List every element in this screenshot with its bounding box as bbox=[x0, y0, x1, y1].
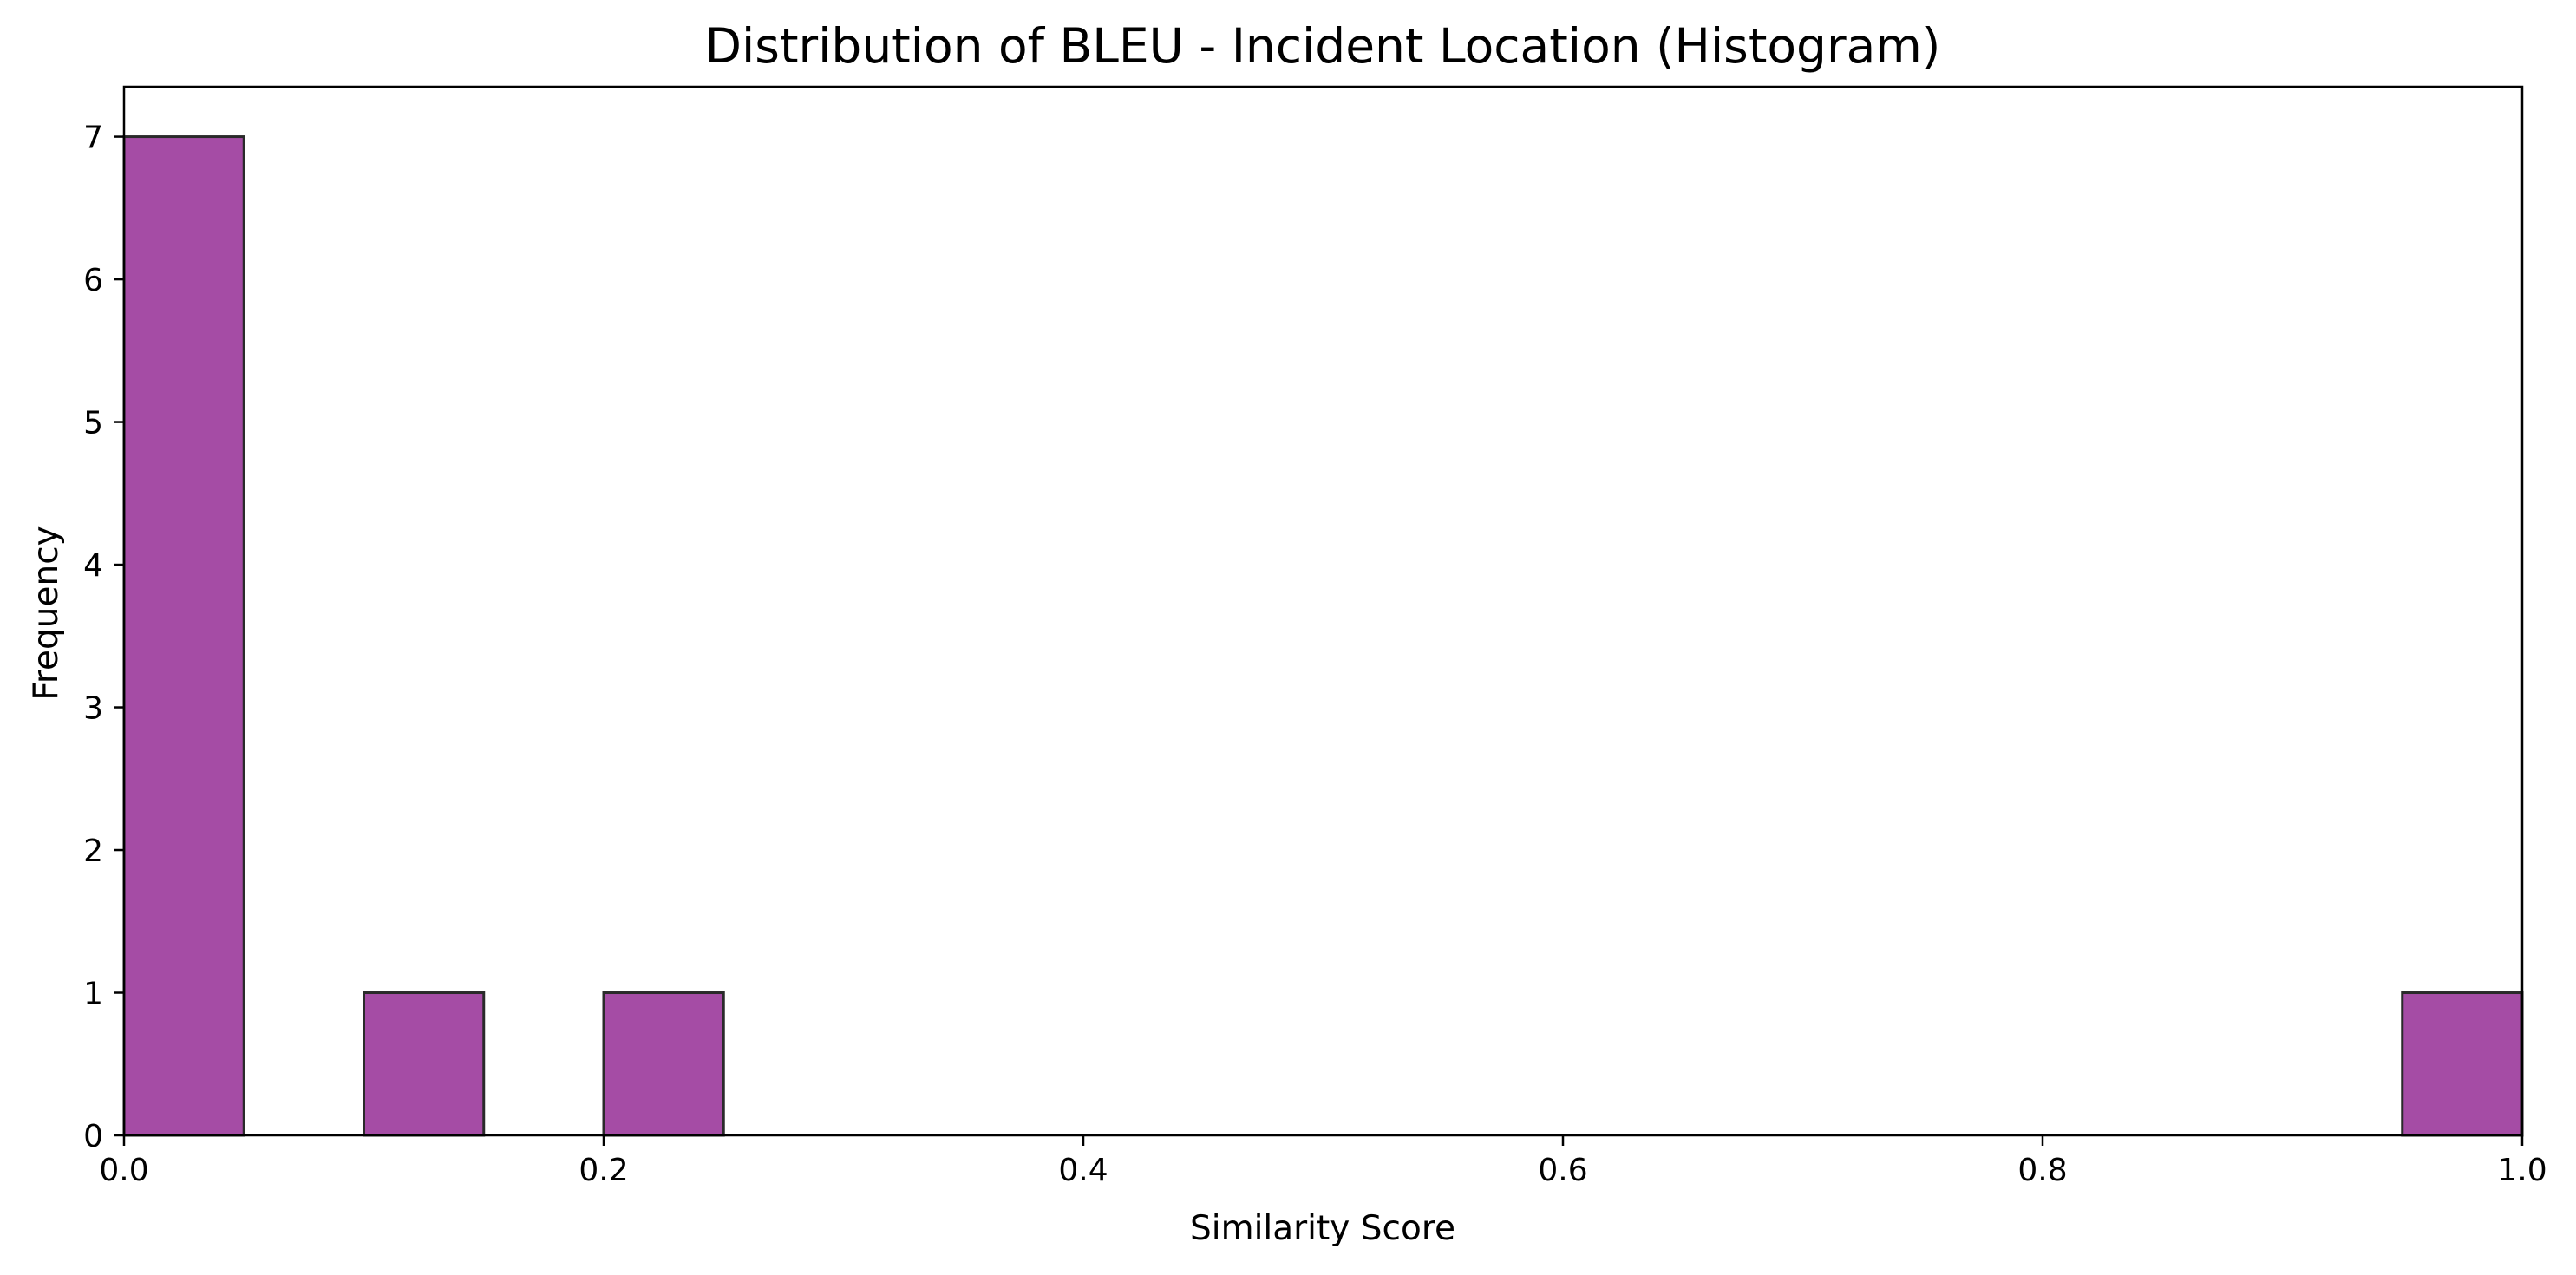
x-tick-label-4: 0.8 bbox=[2017, 1153, 2067, 1188]
y-tick-label-6: 6 bbox=[83, 263, 103, 298]
y-tick-label-2: 2 bbox=[83, 834, 103, 869]
y-tick-label-3: 3 bbox=[83, 691, 103, 727]
x-axis-label: Similarity Score bbox=[1190, 1209, 1455, 1248]
y-tick-label-1: 1 bbox=[83, 977, 103, 1012]
x-tick-label-1: 0.2 bbox=[579, 1153, 628, 1188]
plot-frame bbox=[122, 85, 2524, 1137]
histogram-bar-0 bbox=[122, 135, 245, 1137]
y-tick-label-5: 5 bbox=[83, 406, 103, 441]
x-axis-ticks: 0.0 0.2 0.4 0.6 0.8 1.0 bbox=[99, 1135, 2547, 1188]
histogram-bar-2 bbox=[602, 991, 725, 1137]
bars-group bbox=[122, 135, 2524, 1137]
y-axis-label: Frequency bbox=[27, 526, 66, 700]
x-tick-label-5: 1.0 bbox=[2497, 1153, 2547, 1188]
y-tick-label-4: 4 bbox=[83, 548, 103, 584]
y-axis-ticks: 0 1 2 3 4 5 6 7 bbox=[83, 121, 124, 1154]
x-tick-label-0: 0.0 bbox=[99, 1153, 148, 1188]
histogram-bar-1 bbox=[363, 991, 486, 1137]
x-tick-label-2: 0.4 bbox=[1058, 1153, 1108, 1188]
chart-title: Distribution of BLEU - Incident Location… bbox=[705, 18, 1941, 74]
histogram-bar-3 bbox=[2401, 991, 2524, 1137]
y-tick-label-7: 7 bbox=[83, 121, 103, 156]
x-tick-label-3: 0.6 bbox=[1538, 1153, 1587, 1188]
y-tick-label-0: 0 bbox=[83, 1119, 103, 1154]
